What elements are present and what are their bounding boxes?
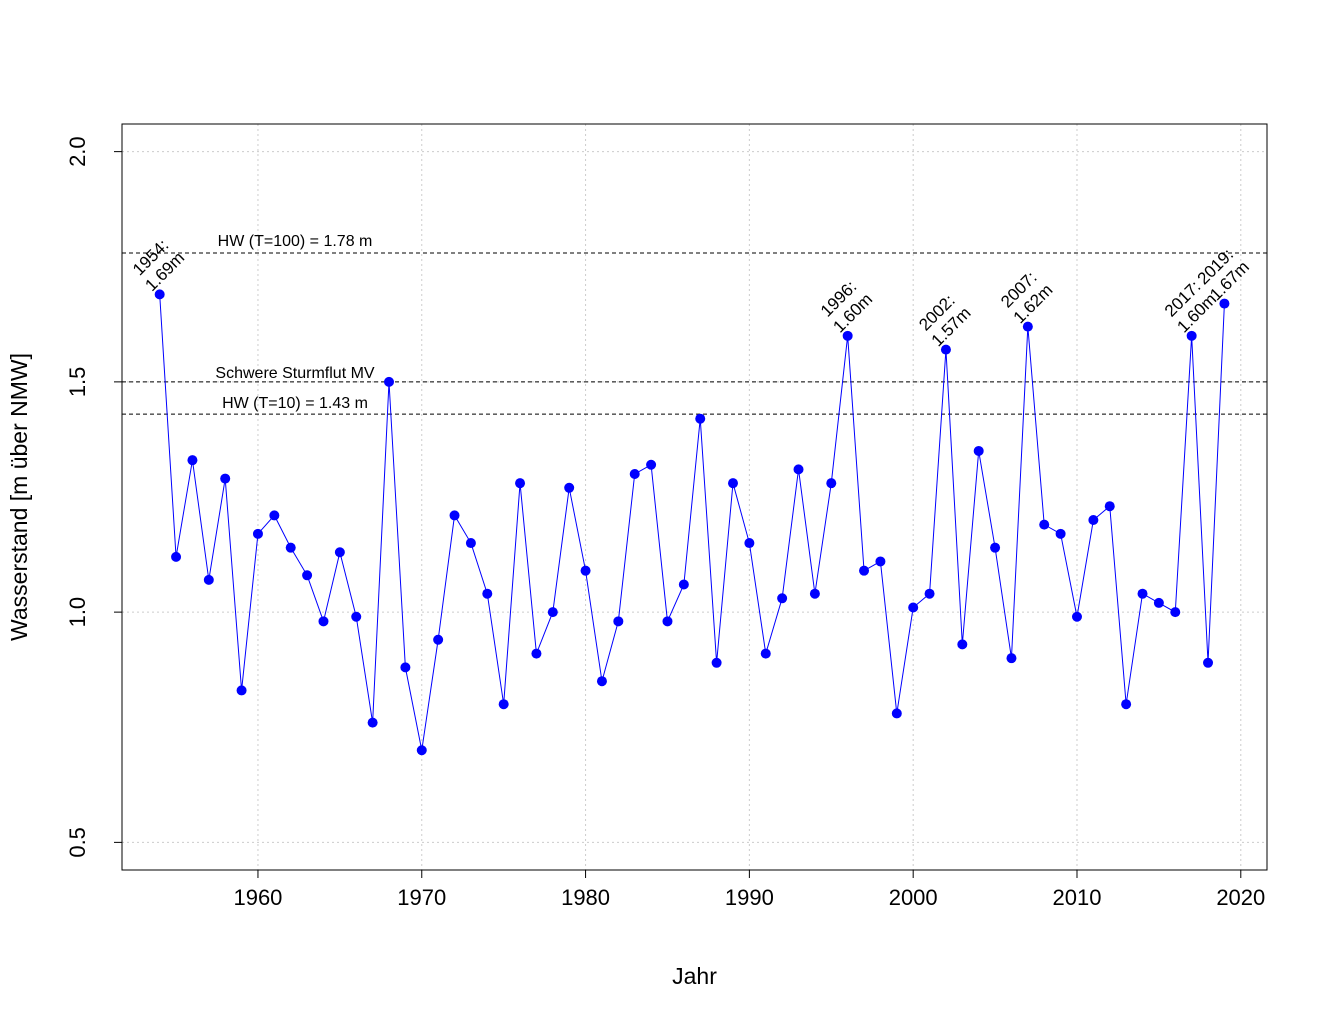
series-line xyxy=(159,294,1225,751)
data-point xyxy=(957,639,968,650)
data-point xyxy=(760,648,771,659)
point-annotation: 2002:1.57m xyxy=(915,291,974,350)
data-point xyxy=(809,588,820,599)
data-point xyxy=(793,464,804,475)
data-point xyxy=(596,676,607,687)
data-point xyxy=(695,413,706,424)
data-point xyxy=(400,662,411,673)
data-point xyxy=(973,445,984,456)
point-annotations: 1954:1.69m 1996:1.60m 2002:1.57m 2007:1.62m… xyxy=(129,236,1253,351)
x-axis: 1960 1970 1980 1990 2000 2010 2020 xyxy=(233,870,1265,910)
data-point xyxy=(1219,298,1230,309)
data-point xyxy=(433,634,444,645)
data-point xyxy=(842,330,853,341)
data-point xyxy=(154,289,165,300)
data-point xyxy=(580,565,591,576)
data-point xyxy=(826,478,837,489)
data-point xyxy=(727,478,738,489)
x-tick-label: 1960 xyxy=(233,885,282,910)
data-point xyxy=(646,459,657,470)
data-point xyxy=(171,551,182,562)
data-point xyxy=(269,510,280,521)
data-point xyxy=(711,657,722,668)
point-annotation: 1996:1.60m xyxy=(817,277,876,336)
data-point xyxy=(1203,657,1214,668)
data-point xyxy=(1039,519,1050,530)
data-point xyxy=(891,708,902,719)
data-point xyxy=(990,542,1001,553)
data-point xyxy=(1088,515,1099,526)
data-point xyxy=(1137,588,1148,599)
data-point xyxy=(449,510,460,521)
reference-line-label: HW (T=100) = 1.78 m xyxy=(218,233,373,250)
data-point xyxy=(564,482,575,493)
data-point xyxy=(252,528,263,539)
plot-frame xyxy=(121,123,1268,871)
data-point xyxy=(302,570,313,581)
data-point xyxy=(351,611,362,622)
data-point xyxy=(924,588,935,599)
y-tick-label: 0.5 xyxy=(65,827,90,858)
data-point xyxy=(1006,653,1017,664)
y-axis: 0.5 1.0 1.5 2.0 xyxy=(65,136,122,858)
data-point xyxy=(1121,699,1132,710)
data-point xyxy=(384,376,395,387)
data-point xyxy=(662,616,673,627)
data-point xyxy=(777,593,788,604)
data-point xyxy=(531,648,542,659)
data-point xyxy=(629,468,640,479)
x-axis-title: Jahr xyxy=(672,963,717,989)
x-tick-label: 2020 xyxy=(1216,885,1265,910)
data-point xyxy=(465,538,476,549)
x-tick-label: 2010 xyxy=(1053,885,1102,910)
data-point xyxy=(498,699,509,710)
reference-line-label: Schwere Sturmflut MV xyxy=(215,365,374,382)
data-point xyxy=(547,607,558,618)
y-tick-label: 1.0 xyxy=(65,597,90,628)
data-point xyxy=(482,588,493,599)
data-point xyxy=(875,556,886,567)
x-tick-label: 1990 xyxy=(725,885,774,910)
data-point xyxy=(1055,528,1066,539)
data-point xyxy=(203,574,214,585)
data-point xyxy=(220,473,231,484)
data-point xyxy=(187,455,198,466)
data-point xyxy=(515,478,526,489)
x-tick-label: 1980 xyxy=(561,885,610,910)
reference-line-label: HW (T=10) = 1.43 m xyxy=(222,395,368,412)
data-point xyxy=(1071,611,1082,622)
x-tick-label: 1970 xyxy=(397,885,446,910)
y-tick-label: 1.5 xyxy=(65,367,90,398)
data-point xyxy=(1153,597,1164,608)
data-point xyxy=(416,745,427,756)
y-tick-label: 2.0 xyxy=(65,136,90,167)
data-point xyxy=(285,542,296,553)
data-point xyxy=(908,602,919,613)
data-point xyxy=(940,344,951,355)
data-point xyxy=(367,717,378,728)
data-point xyxy=(1104,501,1115,512)
data-point xyxy=(1170,607,1181,618)
data-point xyxy=(236,685,247,696)
data-point xyxy=(1186,330,1197,341)
y-axis-title: Wasserstand [m über NMW] xyxy=(6,353,32,641)
data-point xyxy=(1022,321,1033,332)
data-point xyxy=(744,538,755,549)
x-tick-label: 2000 xyxy=(889,885,938,910)
point-annotation: 1954:1.69m xyxy=(129,236,188,295)
reference-lines: HW (T=100) = 1.78 m Schwere Sturmflut MV H… xyxy=(122,233,1267,415)
point-annotation: 2007:1.62m xyxy=(997,268,1056,327)
series-1 xyxy=(154,289,1230,756)
data-point xyxy=(318,616,329,627)
data-point xyxy=(678,579,689,590)
data-point xyxy=(859,565,870,576)
data-point xyxy=(613,616,624,627)
data-point xyxy=(334,547,345,558)
